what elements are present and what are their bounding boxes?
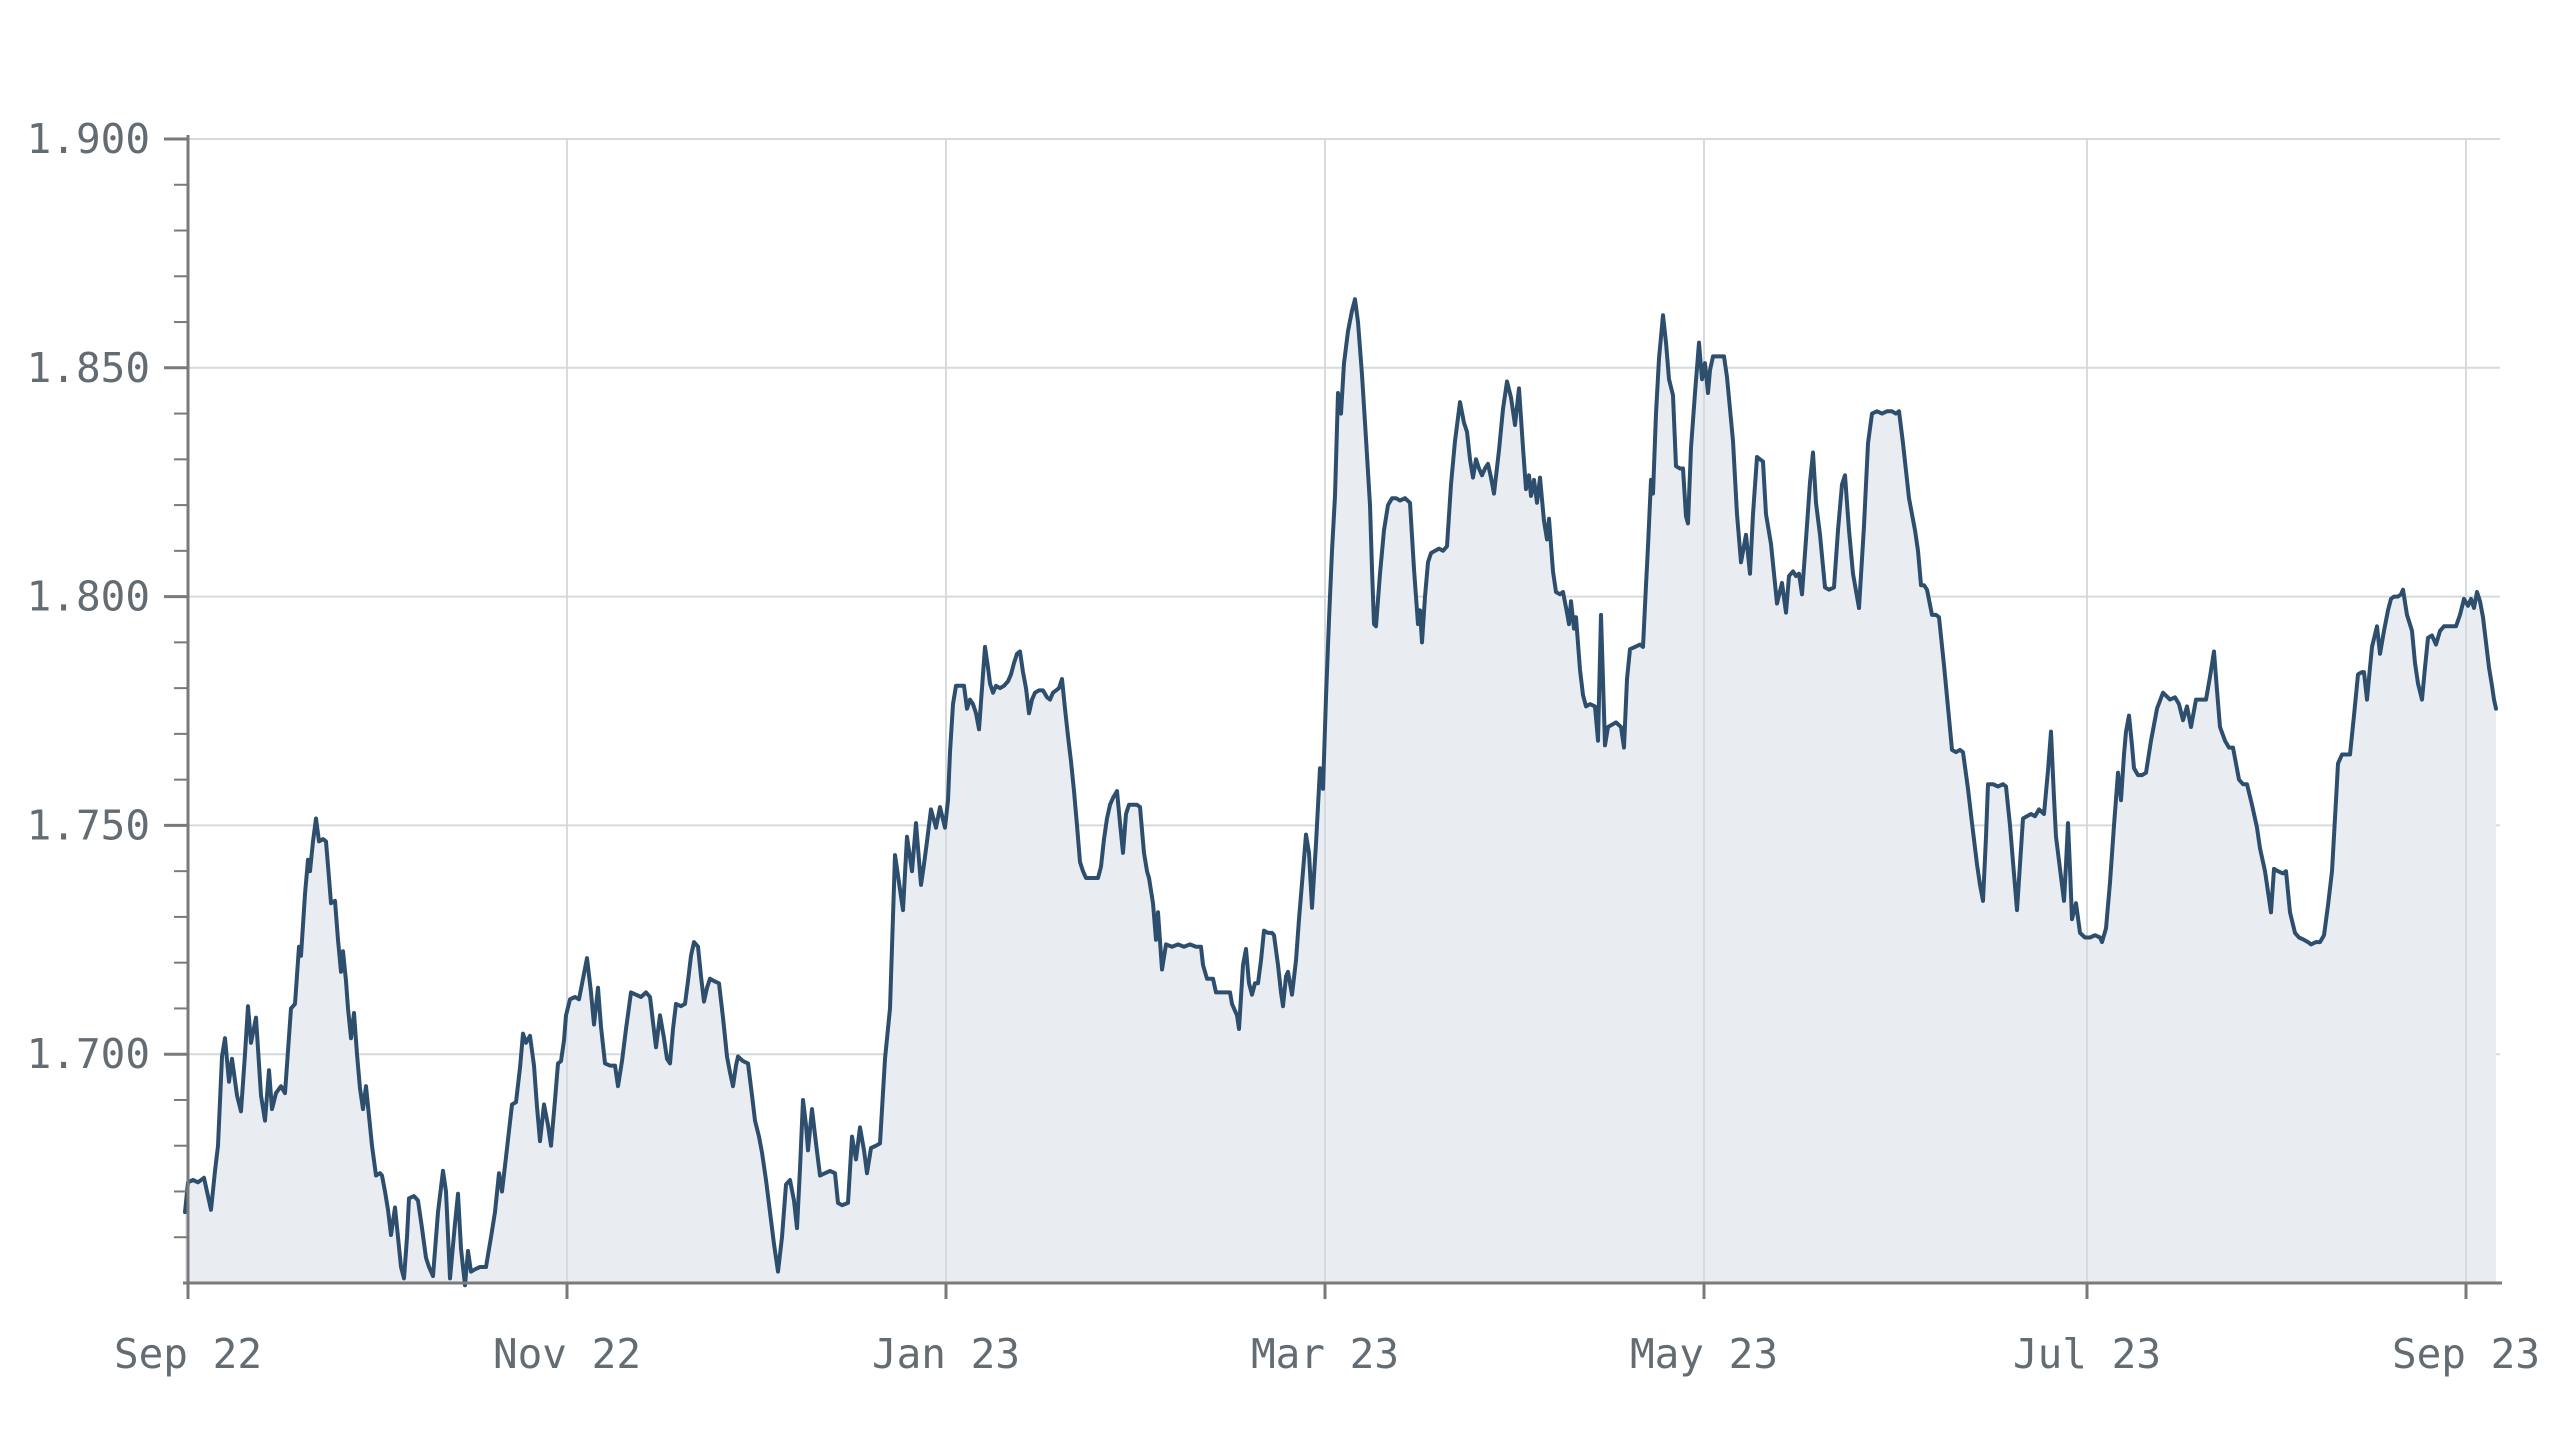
x-axis-label-5: Jul 23 (2013, 1330, 2161, 1378)
x-axis-labels: Sep 22 Nov 22 Jan 23 Mar 23 May 23 Jul 23 Sep … (114, 1330, 2540, 1378)
x-axis-label-1: Nov 22 (493, 1330, 641, 1378)
series-area-fill (185, 299, 2496, 1286)
y-axis-labels: 1.900 1.850 1.800 1.750 1.700 (27, 115, 150, 1078)
x-axis-label-2: Jan 23 (872, 1330, 1020, 1378)
y-axis-label-1.700: 1.700 (27, 1030, 150, 1078)
x-axis-ticks (186, 1283, 2468, 1299)
x-axis-label-6: Sep 23 (2392, 1330, 2540, 1378)
y-axis-ticks (164, 137, 188, 1239)
x-axis-label-3: Mar 23 (1251, 1330, 1399, 1378)
axes (183, 135, 2502, 1285)
y-axis-label-1.750: 1.750 (27, 801, 150, 849)
x-axis-label-0: Sep 22 (114, 1330, 262, 1378)
y-axis-label-1.900: 1.900 (27, 115, 150, 163)
series-line (183, 297, 2498, 1288)
y-axis-label-1.850: 1.850 (27, 344, 150, 392)
y-axis-label-1.800: 1.800 (27, 573, 150, 621)
x-axis-label-4: May 23 (1630, 1330, 1778, 1378)
